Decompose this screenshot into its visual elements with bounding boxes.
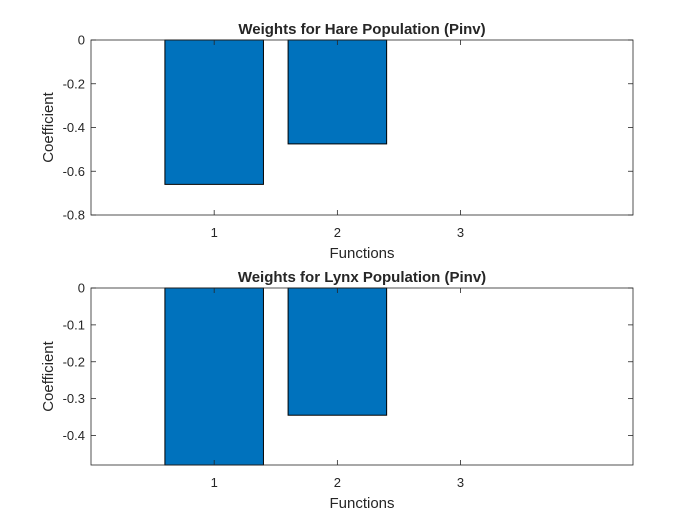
y-tick-label: 0 — [78, 281, 85, 296]
y-tick-label: -0.8 — [63, 208, 85, 223]
x-axis-label: Functions — [329, 495, 394, 512]
y-tick-label: 0 — [78, 33, 85, 48]
axes-box — [90, 287, 634, 466]
bar-1 — [164, 39, 264, 185]
x-tick-label: 3 — [457, 475, 464, 490]
x-tick-label: 3 — [457, 225, 464, 240]
y-tick-label: -0.6 — [63, 164, 85, 179]
x-tick-label: 1 — [211, 475, 218, 490]
chart-title: Weights for Lynx Population (Pinv) — [238, 269, 486, 286]
y-tick-label: -0.4 — [63, 428, 85, 443]
y-tick-label: -0.1 — [63, 317, 85, 332]
chart-panel-2: 0 -0.1 -0.2 -0.3 -0.4 1 2 3 Weights for Lynx Pop… — [40, 269, 634, 512]
chart-title: Weights for Hare Population (Pinv) — [238, 21, 485, 38]
bar-2 — [287, 39, 388, 145]
x-tick-label: 1 — [211, 225, 218, 240]
y-tick-label: -0.2 — [63, 354, 85, 369]
x-tick-label: 2 — [334, 225, 341, 240]
y-tick-label: -0.2 — [63, 76, 85, 91]
y-axis-label: Coefficient — [40, 340, 57, 411]
bar-2 — [287, 287, 388, 416]
chart-panel-1: 0 -0.2 -0.4 -0.6 -0.8 1 2 3 Weights for Hare Pop… — [40, 21, 634, 262]
y-axis-label: Coefficient — [40, 91, 57, 162]
y-tick-label: -0.3 — [63, 391, 85, 406]
x-axis-label: Functions — [329, 245, 394, 262]
x-tick-label: 2 — [334, 475, 341, 490]
y-tick-label: -0.4 — [63, 120, 85, 135]
bar-1 — [164, 287, 264, 466]
